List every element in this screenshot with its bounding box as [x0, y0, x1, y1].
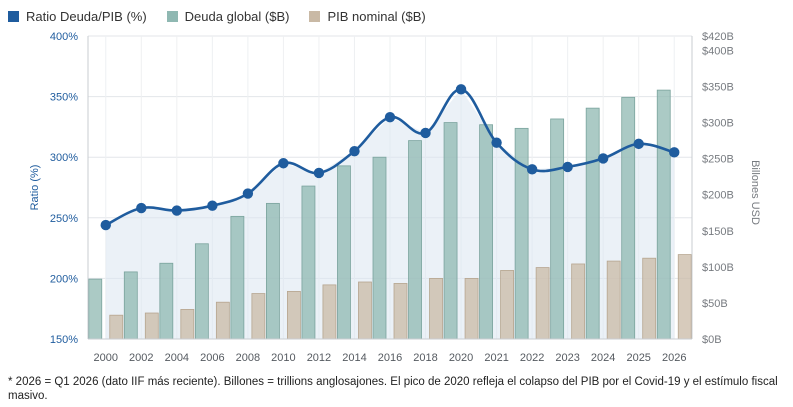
legend: Ratio Deuda/PIB (%) Deuda global ($B) PI…: [8, 6, 446, 26]
x-tick-label: 2000: [94, 352, 118, 364]
bar-deuda[interactable]: [159, 262, 174, 340]
bar-pib[interactable]: [500, 270, 514, 340]
y-left-tick-label: 150%: [50, 334, 78, 346]
x-tick-label: 2006: [200, 352, 224, 364]
y-left-tick-label: 200%: [50, 273, 78, 285]
x-tick-label: 2008: [236, 352, 260, 364]
ratio-point[interactable]: [669, 147, 680, 158]
ratio-point[interactable]: [207, 200, 218, 211]
x-tick-label: 2010: [271, 352, 295, 364]
legend-swatch-deuda: [166, 10, 178, 22]
x-tick-label: 2004: [165, 352, 189, 364]
legend-label-deuda: Deuda global ($B): [184, 8, 290, 24]
x-tick-label: 2025: [626, 352, 650, 364]
bar-pib[interactable]: [144, 312, 159, 340]
bar-deuda[interactable]: [656, 89, 671, 340]
bar-pib[interactable]: [215, 301, 230, 340]
y-right-tick-label: $200B: [702, 190, 734, 202]
y-right-tick-label: $250B: [702, 154, 734, 166]
legend-label-pib: PIB nominal ($B): [327, 8, 426, 24]
x-tick-label: 2014: [342, 352, 366, 364]
bar-pib[interactable]: [571, 263, 586, 340]
ratio-point[interactable]: [384, 112, 396, 123]
bar-deuda[interactable]: [194, 243, 209, 340]
bar-deuda[interactable]: [372, 156, 387, 340]
ratio-point[interactable]: [313, 167, 325, 179]
y-left-tick-label: 350%: [50, 92, 78, 104]
x-tick-label: 2022: [520, 352, 544, 364]
x-tick-label: 2020: [449, 352, 473, 364]
bar-pib[interactable]: [393, 283, 408, 340]
x-tick-label: 2021: [484, 352, 508, 364]
ratio-point[interactable]: [562, 161, 573, 173]
x-tick-label: 2026: [662, 352, 686, 364]
bar-pib[interactable]: [642, 257, 657, 340]
bar-pib[interactable]: [464, 277, 479, 340]
x-tick-label: 2002: [129, 352, 153, 364]
bar-deuda[interactable]: [123, 271, 138, 340]
y-right-tick-label: $150B: [702, 226, 734, 238]
y-left-tick-label: 250%: [50, 213, 78, 225]
bar-deuda[interactable]: [585, 107, 600, 340]
y-right-tick-label: $400B: [702, 45, 734, 57]
x-tick-label: 2024: [591, 352, 615, 364]
bar-pib[interactable]: [322, 284, 337, 340]
legend-swatch-pib: [309, 10, 321, 22]
y-left-axis-title: Ratio (%): [29, 165, 41, 211]
ratio-point[interactable]: [455, 84, 467, 95]
y-right-tick-label: $100B: [702, 262, 734, 274]
ratio-point[interactable]: [136, 202, 147, 214]
y-right-tick-label: $300B: [702, 118, 734, 130]
bar-pib[interactable]: [429, 277, 443, 340]
footnote: * 2026 = Q1 2026 (dato IIF más reciente)…: [8, 376, 778, 402]
x-tick-label: 2018: [413, 352, 437, 364]
bar-deuda[interactable]: [337, 165, 351, 340]
y-right-axis-title: Billones USD: [749, 160, 761, 225]
bar-deuda[interactable]: [230, 215, 245, 340]
bar-pib[interactable]: [287, 290, 301, 340]
legend-item-pib[interactable]: PIB nominal ($B): [309, 8, 426, 24]
combo-chart: 150% 200% 250% 300% 350% 400% $0B $50B $100B $150…: [29, 31, 761, 364]
x-tick-label: 2016: [378, 352, 402, 364]
bar-pib[interactable]: [180, 309, 195, 340]
bar-deuda[interactable]: [301, 185, 316, 340]
y-right-tick-label: $0B: [702, 334, 722, 346]
bar-pib[interactable]: [358, 281, 372, 340]
y-right-tick-label: $420B: [702, 31, 734, 43]
bar-deuda[interactable]: [88, 278, 103, 340]
x-tick-label: 2023: [555, 352, 579, 364]
ratio-point[interactable]: [597, 153, 609, 164]
ratio-point[interactable]: [171, 205, 183, 216]
bar-deuda[interactable]: [550, 118, 565, 340]
bar-deuda[interactable]: [621, 96, 636, 340]
bar-pib[interactable]: [109, 314, 124, 340]
bar-deuda[interactable]: [479, 124, 493, 340]
ratio-point[interactable]: [278, 158, 289, 169]
ratio-point[interactable]: [491, 137, 502, 148]
ratio-point[interactable]: [242, 188, 254, 199]
bar-pib[interactable]: [677, 254, 692, 340]
y-left-tick-label: 300%: [50, 152, 78, 164]
bar-deuda[interactable]: [443, 122, 458, 340]
ratio-point[interactable]: [526, 164, 538, 175]
legend-item-deuda[interactable]: Deuda global ($B): [166, 8, 290, 24]
ratio-point[interactable]: [420, 127, 431, 139]
bar-pib[interactable]: [251, 293, 266, 340]
bar-pib[interactable]: [606, 260, 621, 340]
legend-label-ratio: Ratio Deuda/PIB (%): [26, 8, 147, 24]
bar-pib[interactable]: [535, 267, 550, 340]
legend-swatch-ratio: [8, 10, 19, 22]
ratio-point[interactable]: [633, 138, 644, 150]
y-right-tick-label: $350B: [702, 82, 734, 94]
y-right-tick-label: $50B: [702, 298, 728, 310]
x-tick-label: 2012: [307, 352, 331, 364]
bar-deuda[interactable]: [266, 202, 280, 340]
legend-item-ratio[interactable]: Ratio Deuda/PIB (%): [8, 9, 147, 24]
y-left-tick-label: 400%: [50, 31, 78, 43]
ratio-point[interactable]: [100, 219, 111, 231]
bar-deuda[interactable]: [408, 140, 422, 340]
ratio-point[interactable]: [349, 145, 360, 157]
ratio-area-fill: [105, 89, 675, 339]
